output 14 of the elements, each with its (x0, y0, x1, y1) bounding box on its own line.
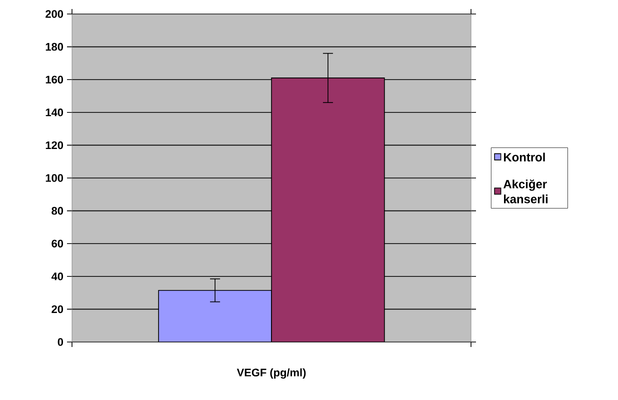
y-tick-label: 20 (52, 305, 64, 314)
y-tick-label: 80 (52, 206, 64, 215)
x-axis-title: VEGF (pg/ml) (236, 368, 306, 379)
y-tick-label: 160 (46, 76, 64, 84)
y-tick-label: 60 (52, 240, 64, 248)
y-tick-label: 120 (46, 141, 64, 150)
y-tick-label: 40 (51, 272, 64, 280)
legend-label: Akciğer kanserli (503, 179, 548, 204)
y-tick-label: 180 (46, 42, 64, 51)
y-tick-label: 100 (46, 174, 64, 182)
legend-label: Kontrol (504, 152, 545, 162)
y-tick-label: 140 (46, 108, 64, 116)
y-tick-label: 0 (58, 338, 64, 346)
y-tick-label: 200 (46, 10, 64, 18)
